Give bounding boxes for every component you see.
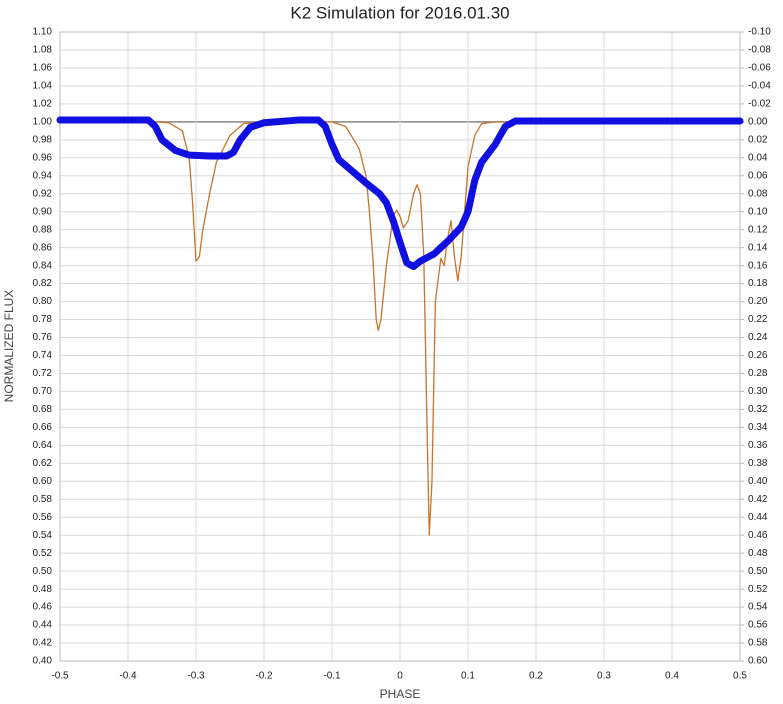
y2-tick-label: 0.52 [748, 584, 768, 595]
y2-tick-label: -0.08 [748, 45, 771, 56]
y2-tick-label: -0.04 [748, 81, 771, 92]
y2-tick-label: 0.00 [748, 116, 768, 127]
y2-tick-label: 0.50 [748, 566, 768, 577]
y-tick-label: 0.76 [33, 332, 53, 343]
y-tick-label: 0.92 [33, 188, 53, 199]
y-tick-label: 1.06 [33, 63, 53, 74]
y2-tick-label: 0.02 [748, 134, 768, 145]
y-tick-label: 1.04 [33, 81, 53, 92]
y2-tick-label: 0.54 [748, 602, 768, 613]
y-tick-label: 1.02 [33, 99, 53, 110]
y2-tick-label: 0.36 [748, 440, 768, 451]
y-tick-label: 0.52 [33, 548, 53, 559]
y2-tick-label: 0.44 [748, 512, 768, 523]
y-tick-label: 0.70 [33, 386, 53, 397]
y2-tick-label: 0.22 [748, 314, 768, 325]
y-tick-label: 0.64 [33, 440, 53, 451]
y-tick-label: 0.86 [33, 242, 53, 253]
x-tick-label: 0 [397, 671, 403, 682]
plot [56, 116, 744, 536]
y-tick-label: 0.74 [33, 350, 53, 361]
y2-tick-label: -0.02 [748, 99, 771, 110]
y2-tick-label: 0.14 [748, 242, 768, 253]
x-tick-label: 0.5 [733, 671, 747, 682]
y2-tick-label: 0.58 [748, 638, 768, 649]
y-tick-label: 0.82 [33, 278, 53, 289]
y2-tick-label: 0.34 [748, 422, 768, 433]
plot-border [59, 31, 741, 662]
y2-tick-label: 0.42 [748, 494, 768, 505]
y2-tick-label: 0.46 [748, 530, 768, 541]
y2-tick-label: 0.26 [748, 350, 768, 361]
y-tick-label: 1.00 [33, 116, 53, 127]
x-tick-label: 0.2 [529, 671, 543, 682]
y2-tick-label: 0.08 [748, 188, 768, 199]
y2-tick-label: 0.24 [748, 332, 768, 343]
data-line [59, 121, 741, 536]
y-tick-label: 1.10 [33, 27, 53, 38]
y2-tick-label: 0.04 [748, 152, 768, 163]
y-tick-label: 0.66 [33, 422, 53, 433]
y-tick-label: 0.50 [33, 566, 53, 577]
x-tick-label: -0.4 [119, 671, 137, 682]
y-tick-label: 0.58 [33, 494, 53, 505]
y-tick-label: 0.90 [33, 206, 53, 217]
grid [59, 31, 744, 662]
y2-tick-label: 0.32 [748, 404, 768, 415]
y2-tick-label: 0.38 [748, 458, 768, 469]
y-tick-label: 0.62 [33, 458, 53, 469]
y2-tick-label: 0.48 [748, 548, 768, 559]
x-tick-label: 0.3 [597, 671, 611, 682]
y-tick-label: 0.80 [33, 296, 53, 307]
y2-tick-label: 0.60 [748, 656, 768, 667]
y2-tick-label: 0.06 [748, 170, 768, 181]
y-tick-label: 0.98 [33, 134, 53, 145]
x-tick-label: -0.1 [323, 671, 341, 682]
y-tick-label: 0.54 [33, 530, 53, 541]
x-axis-title: PHASE [380, 687, 421, 701]
y-tick-label: 0.46 [33, 602, 53, 613]
y-tick-label: 0.94 [33, 170, 53, 181]
y-tick-label: 0.56 [33, 512, 53, 523]
y2-tick-label: -0.06 [748, 63, 771, 74]
y-tick-label: 0.40 [33, 656, 53, 667]
y2-tick-label: -0.10 [748, 27, 771, 38]
x-tick-label: -0.3 [187, 671, 205, 682]
y2-tick-label: 0.12 [748, 224, 768, 235]
y-tick-label: 0.68 [33, 404, 53, 415]
y2-tick-label: 0.30 [748, 386, 768, 397]
y-axis-title: NORMALIZED FLUX [2, 290, 16, 403]
y2-tick-label: 0.28 [748, 368, 768, 379]
y-tick-label: 1.08 [33, 45, 53, 56]
y-tick-label: 0.48 [33, 584, 53, 595]
y-tick-label: 0.72 [33, 368, 53, 379]
x-tick-label: -0.5 [51, 671, 69, 682]
y-tick-label: 0.84 [33, 260, 53, 271]
y-tick-label: 0.44 [33, 620, 53, 631]
y2-tick-label: 0.10 [748, 206, 768, 217]
y-tick-label: 0.42 [33, 638, 53, 649]
x-tick-label: 0.1 [461, 671, 475, 682]
y2-tick-label: 0.56 [748, 620, 768, 631]
y2-tick-label: 0.18 [748, 278, 768, 289]
y-tick-label: 0.60 [33, 476, 53, 487]
y-tick-label: 0.96 [33, 152, 53, 163]
y2-tick-label: 0.40 [748, 476, 768, 487]
y-tick-label: 0.78 [33, 314, 53, 325]
chart-title: K2 Simulation for 2016.01.30 [290, 3, 509, 22]
x-tick-label: -0.2 [255, 671, 273, 682]
y2-tick-label: 0.16 [748, 260, 768, 271]
y-tick-label: 0.88 [33, 224, 53, 235]
y2-tick-label: 0.20 [748, 296, 768, 307]
x-tick-label: 0.4 [665, 671, 679, 682]
data-line [56, 116, 744, 271]
